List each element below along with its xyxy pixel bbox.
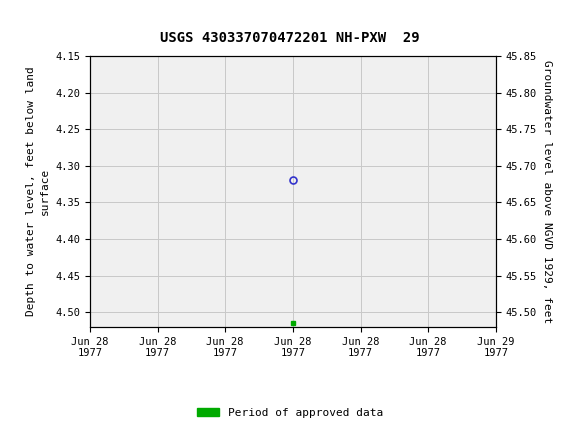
Text: USGS: USGS	[26, 10, 81, 28]
Y-axis label: Groundwater level above NGVD 1929, feet: Groundwater level above NGVD 1929, feet	[542, 60, 552, 323]
Text: USGS 430337070472201 NH-PXW  29: USGS 430337070472201 NH-PXW 29	[160, 31, 420, 45]
Y-axis label: Depth to water level, feet below land
surface: Depth to water level, feet below land su…	[27, 67, 50, 316]
Text: ≡: ≡	[3, 9, 21, 29]
Legend: Period of approved data: Period of approved data	[193, 403, 387, 422]
